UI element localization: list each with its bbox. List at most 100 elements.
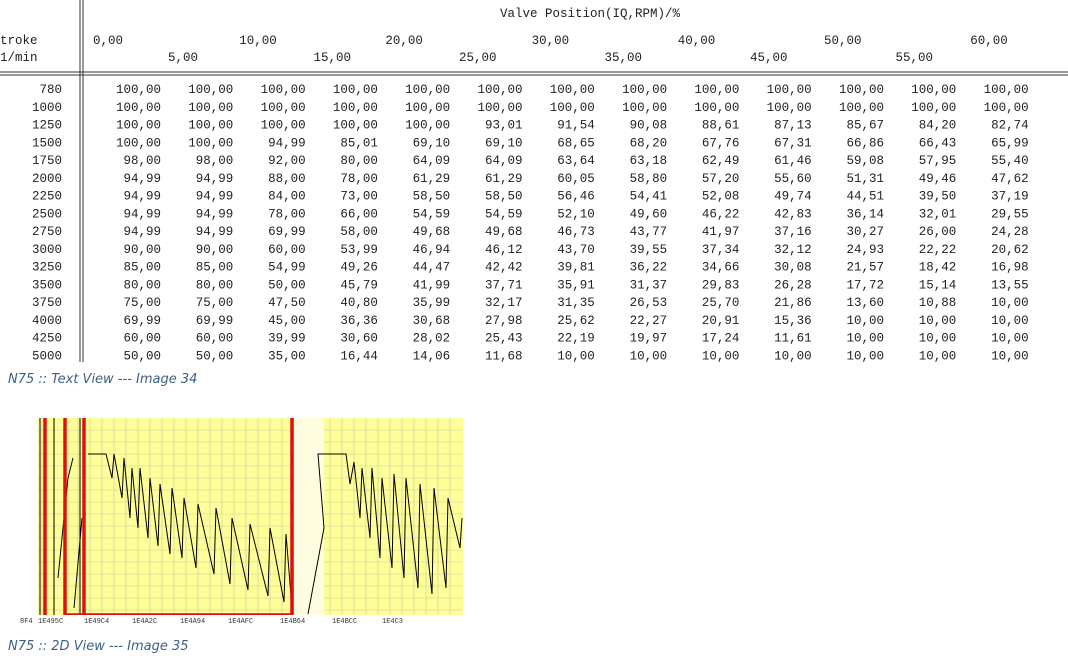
value-cell: 85,01 [340, 136, 378, 150]
column-label: 10,00 [239, 34, 277, 48]
value-cell: 39,81 [557, 261, 595, 275]
value-cell: 61,46 [774, 154, 812, 168]
value-cell: 17,72 [846, 278, 884, 292]
value-cell: 10,00 [846, 314, 884, 328]
value-cell: 10,00 [702, 349, 740, 363]
value-cell: 37,71 [485, 278, 523, 292]
value-cell: 29,55 [991, 207, 1029, 221]
value-cell: 100,00 [405, 101, 450, 115]
value-cell: 63,18 [630, 154, 668, 168]
value-cell: 100,00 [188, 136, 233, 150]
value-cell: 94,99 [123, 225, 161, 239]
value-cell: 35,91 [557, 278, 595, 292]
value-cell: 100,00 [116, 101, 161, 115]
value-cell: 93,01 [485, 119, 523, 133]
value-cell: 58,50 [413, 190, 451, 204]
value-cell: 49,60 [630, 207, 668, 221]
value-cell: 73,00 [340, 190, 378, 204]
row-header: 1/min [0, 51, 38, 65]
value-cell: 90,00 [123, 243, 161, 257]
rpm-cell: 2250 [32, 190, 62, 204]
value-cell: 59,08 [846, 154, 884, 168]
axis-label: 1E495C [38, 618, 63, 626]
value-cell: 53,99 [340, 243, 378, 257]
value-cell: 32,17 [485, 296, 523, 310]
value-cell: 64,09 [413, 154, 451, 168]
value-cell: 43,70 [557, 243, 595, 257]
axis-label: 1E49C4 [84, 618, 109, 626]
rpm-cell: 3000 [32, 243, 62, 257]
value-cell: 28,02 [413, 332, 451, 346]
value-cell: 66,43 [919, 136, 957, 150]
value-cell: 35,00 [268, 349, 306, 363]
column-label: 0,00 [93, 34, 123, 48]
value-cell: 49,68 [413, 225, 451, 239]
value-cell: 100,00 [550, 83, 595, 97]
rpm-cell: 1750 [32, 154, 62, 168]
value-cell: 18,42 [919, 261, 957, 275]
value-cell: 82,74 [991, 119, 1029, 133]
table-title: Valve Position(IQ,RPM)/% [500, 7, 681, 21]
rpm-cell: 2750 [32, 225, 62, 239]
value-cell: 80,00 [340, 154, 378, 168]
value-cell: 16,98 [991, 261, 1029, 275]
value-cell: 94,99 [123, 190, 161, 204]
value-cell: 56,46 [557, 190, 595, 204]
value-cell: 100,00 [116, 83, 161, 97]
value-cell: 100,00 [116, 119, 161, 133]
value-cell: 32,01 [919, 207, 957, 221]
value-cell: 37,34 [702, 243, 740, 257]
column-label: 60,00 [970, 34, 1008, 48]
value-cell: 84,20 [919, 119, 957, 133]
value-cell: 50,00 [123, 349, 161, 363]
value-cell: 60,05 [557, 172, 595, 186]
axis-label: 1E4A94 [180, 618, 205, 626]
value-cell: 31,35 [557, 296, 595, 310]
value-cell: 36,22 [630, 261, 668, 275]
value-cell: 94,99 [196, 225, 234, 239]
value-cell: 100,00 [261, 83, 306, 97]
value-cell: 60,00 [268, 243, 306, 257]
value-cell: 25,62 [557, 314, 595, 328]
value-cell: 100,00 [694, 83, 739, 97]
value-cell: 100,00 [188, 101, 233, 115]
value-cell: 10,88 [919, 296, 957, 310]
rpm-cell: 5000 [32, 349, 62, 363]
value-cell: 67,76 [702, 136, 740, 150]
value-cell: 55,40 [991, 154, 1029, 168]
value-cell: 51,31 [846, 172, 884, 186]
value-cell: 69,10 [485, 136, 523, 150]
value-cell: 30,08 [774, 261, 812, 275]
axis-band [18, 615, 463, 627]
value-cell: 49,74 [774, 190, 812, 204]
value-cell: 21,57 [846, 261, 884, 275]
value-cell: 40,80 [340, 296, 378, 310]
value-cell: 100,00 [333, 119, 378, 133]
rpm-cell: 1500 [32, 136, 62, 150]
value-cell: 44,47 [413, 261, 451, 275]
value-cell: 100,00 [188, 83, 233, 97]
plot-bg [18, 418, 463, 615]
value-cell: 80,00 [123, 278, 161, 292]
rpm-cell: 4250 [32, 332, 62, 346]
value-cell: 90,00 [196, 243, 234, 257]
value-cell: 100,00 [911, 101, 956, 115]
value-cell: 13,60 [846, 296, 884, 310]
value-cell: 69,99 [196, 314, 234, 328]
value-cell: 94,99 [196, 207, 234, 221]
value-cell: 16,44 [340, 349, 378, 363]
value-cell: 39,50 [919, 190, 957, 204]
value-cell: 13,55 [991, 278, 1029, 292]
value-cell: 10,00 [846, 349, 884, 363]
column-label: 55,00 [896, 51, 934, 65]
value-cell: 85,00 [196, 261, 234, 275]
value-cell: 25,43 [485, 332, 523, 346]
value-cell: 55,60 [774, 172, 812, 186]
value-cell: 94,99 [123, 207, 161, 221]
value-cell: 100,00 [477, 83, 522, 97]
value-cell: 49,26 [340, 261, 378, 275]
value-cell: 10,00 [919, 314, 957, 328]
value-cell: 41,99 [413, 278, 451, 292]
column-label: 30,00 [532, 34, 570, 48]
margin [18, 418, 38, 615]
